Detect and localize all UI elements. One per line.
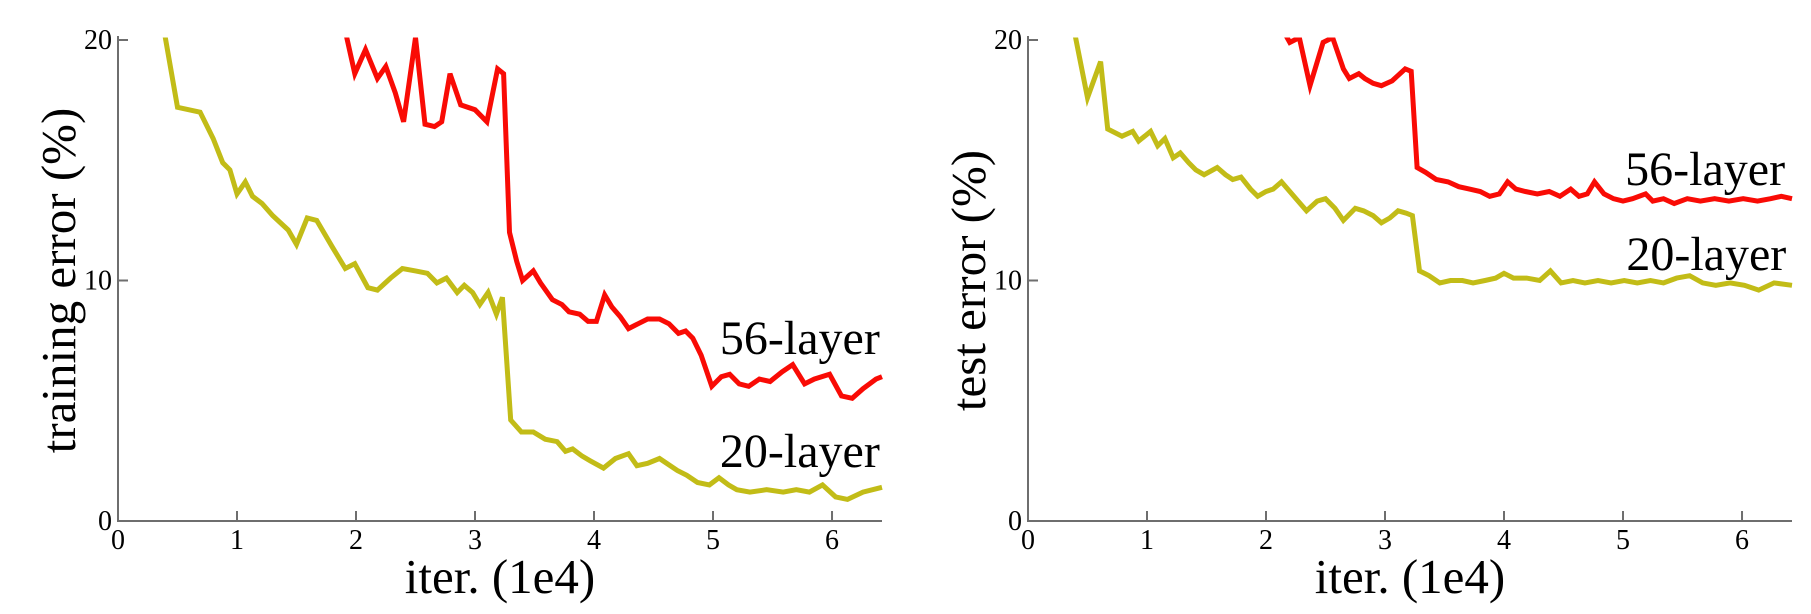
- x-axis-label: iter. (1e4): [1315, 549, 1505, 604]
- x-tick-label: 4: [587, 525, 601, 556]
- x-tick-label: 5: [706, 525, 720, 556]
- y-tick-label: 20: [994, 25, 1022, 56]
- annotation-20-layer: 20-layer: [1626, 228, 1786, 281]
- x-tick-label: 0: [111, 525, 125, 556]
- x-tick-label: 6: [1735, 525, 1749, 556]
- x-tick-label: 1: [1140, 525, 1154, 556]
- series-line-20-layer: [1073, 37, 1793, 293]
- series-line-20-layer: [162, 37, 883, 503]
- x-tick-label: 1: [230, 525, 244, 556]
- chart-training-error: 0 1 2 3 4 5 6 0 10 20 iter. (1e4) training error (%…: [31, 25, 883, 604]
- x-tick-label: 6: [825, 525, 839, 556]
- chart-test-error: 0 1 2 3 4 5 6 0 10 20 iter. (1e4) test error (%) 56-…: [941, 25, 1793, 604]
- x-tick-label: 0: [1021, 525, 1035, 556]
- x-tick-label: 3: [1378, 525, 1392, 556]
- series-lines: [1073, 37, 1793, 293]
- x-tick-label: 4: [1497, 525, 1511, 556]
- annotation-56-layer: 56-layer: [1625, 143, 1785, 196]
- annotation-56-layer: 56-layer: [720, 312, 880, 365]
- series-line-56-layer: [1284, 37, 1793, 207]
- series-lines: [162, 37, 883, 503]
- x-axis-label: iter. (1e4): [405, 549, 595, 604]
- y-tick-label: 10: [84, 266, 112, 297]
- y-tick-label: 20: [84, 25, 112, 56]
- y-tick-label: 0: [98, 506, 112, 537]
- y-tick-label: 10: [994, 266, 1022, 297]
- y-axis-label: test error (%): [941, 150, 996, 411]
- x-tick-label: 2: [1259, 525, 1273, 556]
- y-tick-label: 0: [1008, 506, 1022, 537]
- x-tick-label: 3: [468, 525, 482, 556]
- annotation-20-layer: 20-layer: [720, 425, 880, 478]
- y-axis-label: training error (%): [31, 108, 86, 454]
- x-tick-label: 5: [1616, 525, 1630, 556]
- series-line-56-layer: [344, 37, 883, 402]
- x-tick-label: 2: [349, 525, 363, 556]
